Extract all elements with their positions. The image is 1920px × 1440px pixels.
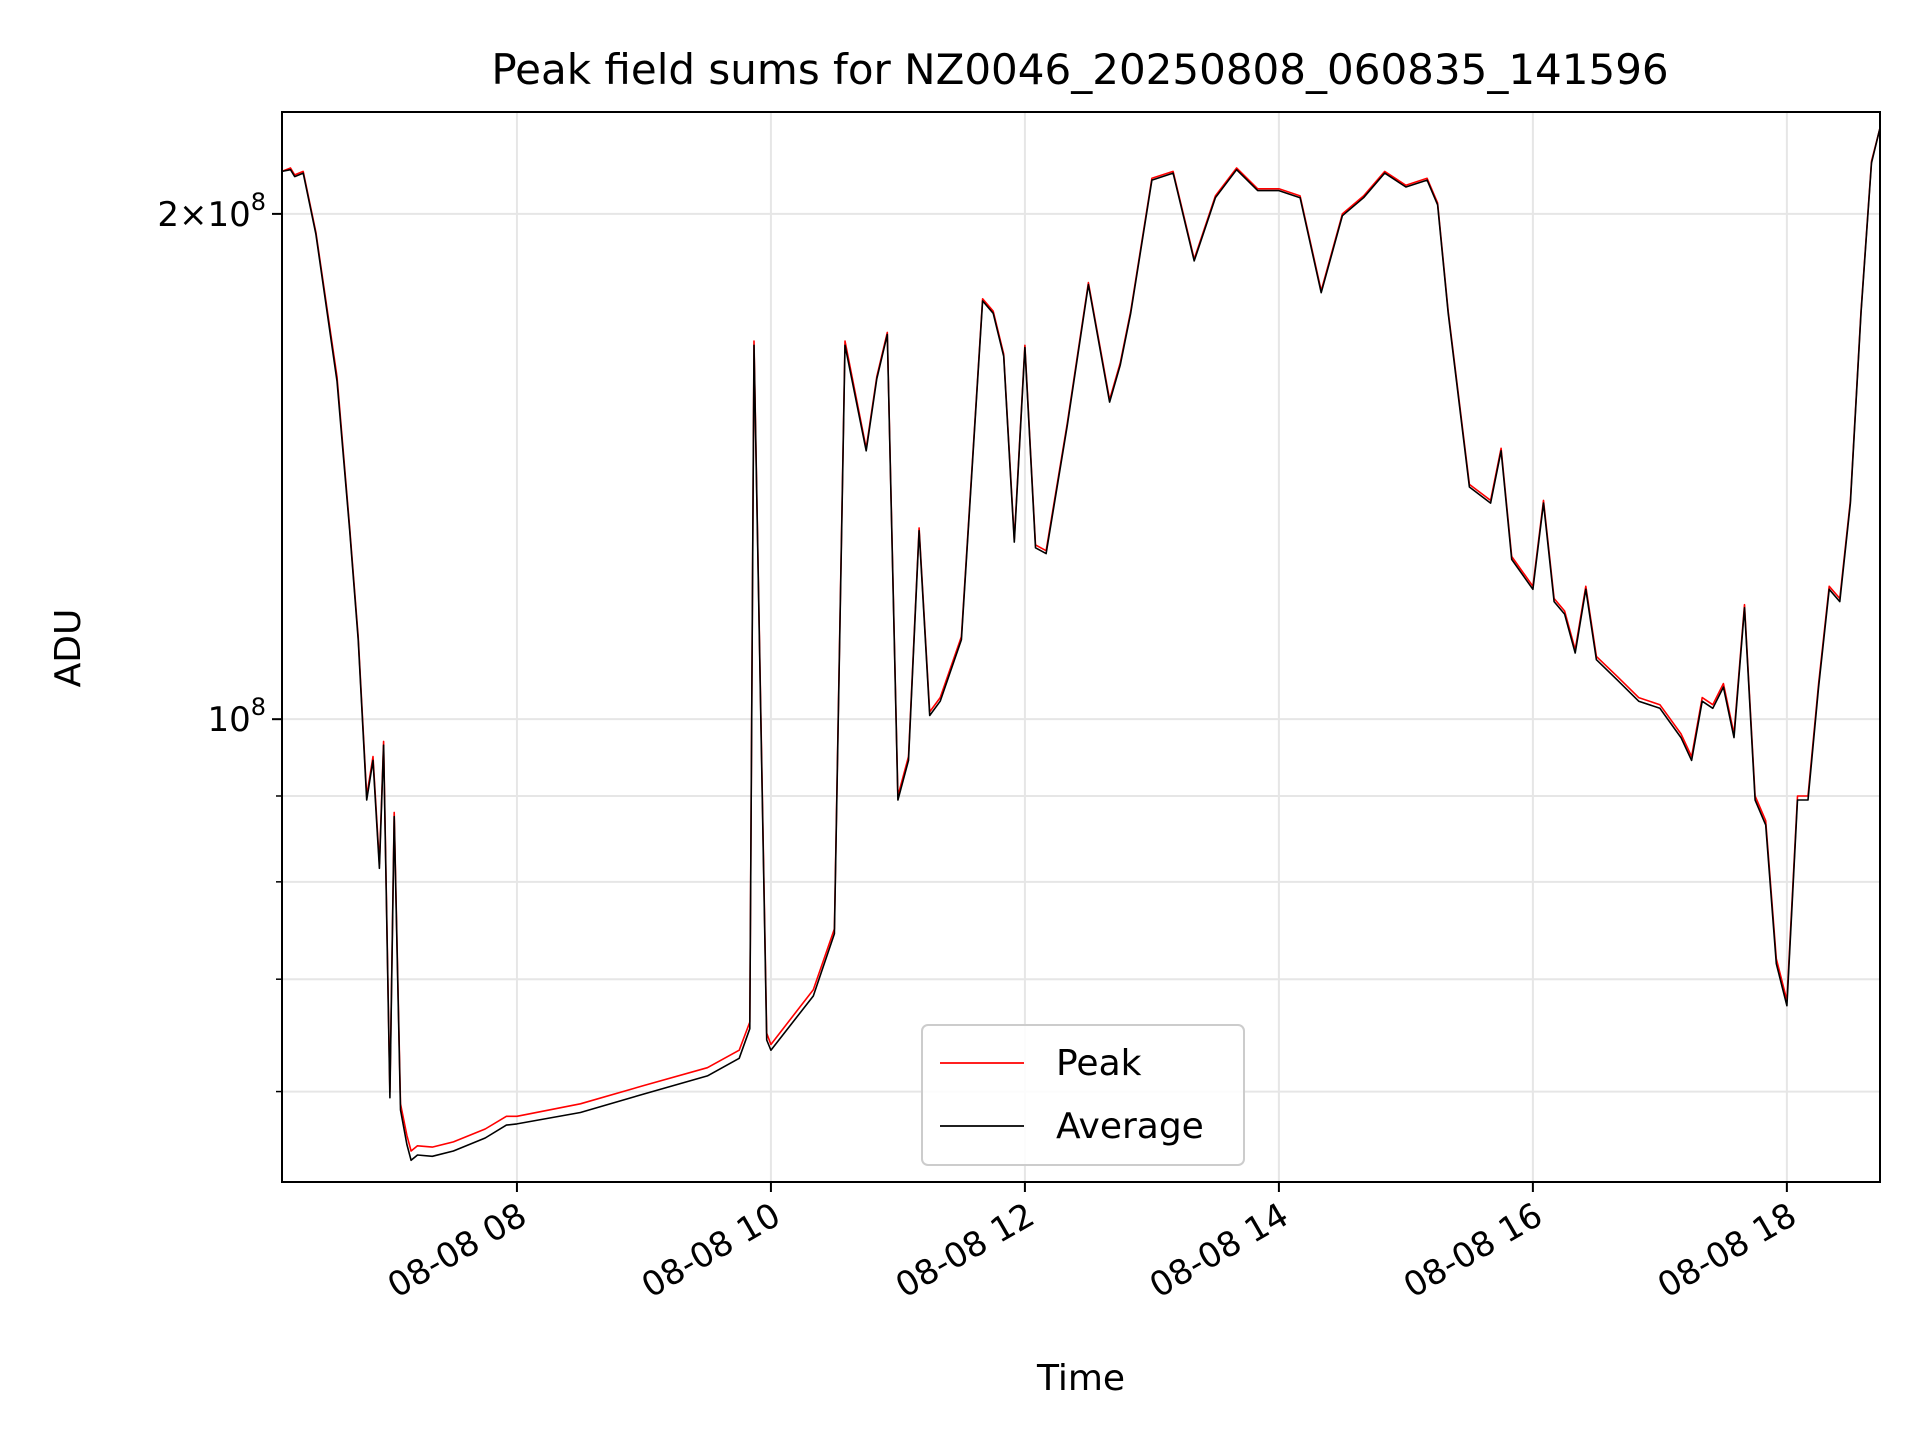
axes-frame: [281, 111, 1881, 1183]
chart-title: Peak field sums for NZ0046_20250808_0608…: [491, 45, 1668, 94]
series-line-average: [282, 127, 1880, 1162]
y-tick-label: 108: [207, 693, 266, 740]
y-axis-label: ADU: [48, 609, 89, 688]
series-layer: [282, 127, 1880, 1162]
y-tick-label: 2×108: [157, 188, 266, 235]
x-axis-label: Time: [1036, 1358, 1125, 1399]
y-axis: 108 2×108: [157, 188, 282, 1093]
legend-box: [921, 1024, 1245, 1166]
legend-label: Average: [1056, 1106, 1204, 1147]
grid-lines: [282, 112, 1880, 1182]
legend-label: Peak: [1056, 1043, 1142, 1084]
legend: Peak Average: [921, 1024, 1245, 1166]
